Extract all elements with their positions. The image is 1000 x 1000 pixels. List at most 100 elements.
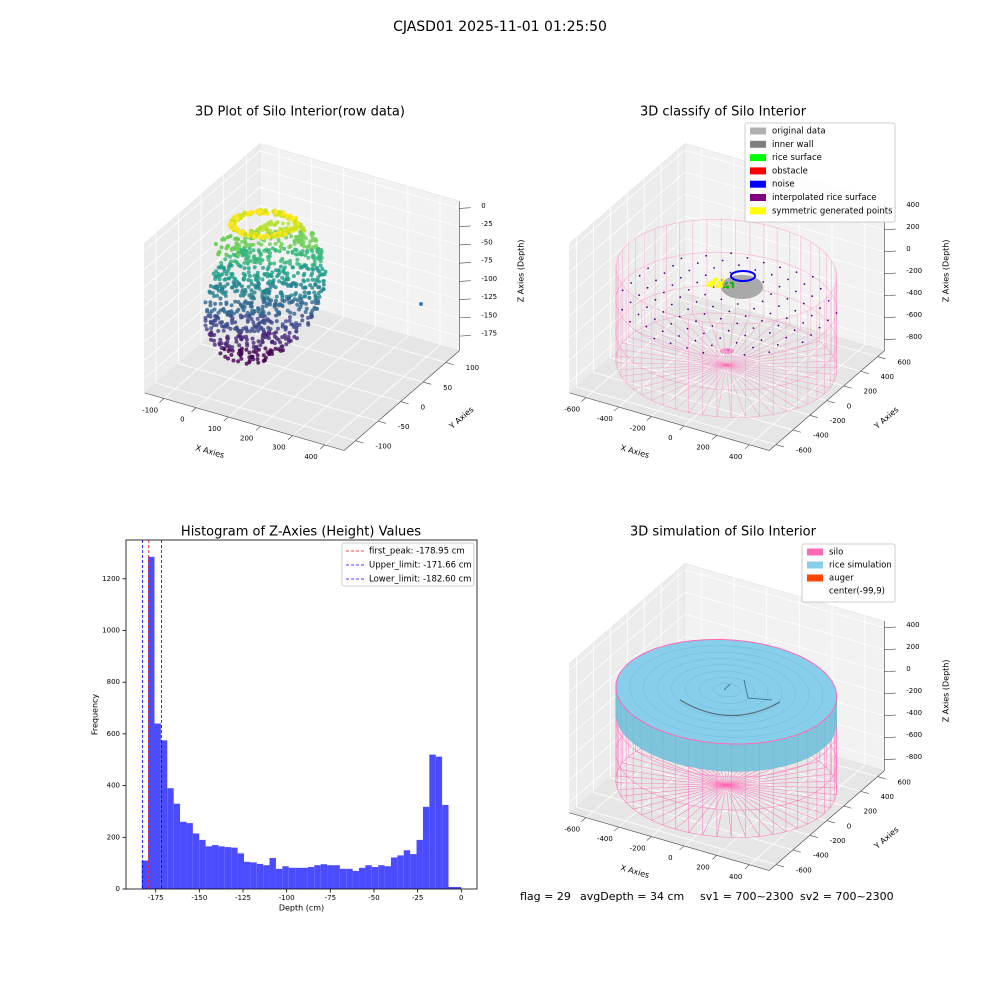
point [228, 254, 232, 259]
point [321, 287, 326, 292]
grid-line [593, 791, 793, 851]
point [269, 274, 274, 279]
point [278, 291, 283, 296]
symmetric-point [706, 284, 709, 287]
tick-mark [884, 736, 896, 739]
point [282, 265, 287, 270]
legend-swatch [807, 574, 823, 582]
point [219, 245, 224, 250]
point [299, 296, 304, 301]
point [247, 293, 252, 298]
point [239, 356, 244, 361]
tick-mark [712, 435, 718, 440]
point [223, 354, 228, 359]
surface-point [653, 337, 656, 340]
silo-floor-line [633, 364, 727, 390]
tick-mark [843, 385, 852, 389]
point [234, 241, 239, 246]
point [244, 337, 249, 342]
point [242, 260, 247, 265]
surface-point [687, 308, 689, 311]
x-tick-label: 200 [696, 863, 709, 871]
point [267, 248, 272, 252]
point [211, 285, 216, 290]
symmetric-point [712, 278, 716, 282]
symmetric-point [715, 277, 719, 281]
point [316, 285, 321, 290]
rice-side [745, 742, 760, 772]
silo-floor-line [622, 342, 727, 366]
point [315, 249, 320, 254]
bar [231, 847, 238, 889]
rice-side [716, 743, 732, 772]
tick-mark [581, 397, 587, 402]
grid-line [292, 335, 409, 436]
point [290, 265, 295, 270]
point [270, 270, 275, 275]
silo-floor-line [726, 364, 787, 413]
z-axis-label: Z Axies (Depth) [517, 240, 526, 303]
figure-title: CJASD01 2025-11-01 01:25:50 [393, 19, 607, 35]
point [246, 266, 251, 271]
z-tick-label: 200 [906, 223, 919, 231]
grid-line [684, 613, 885, 673]
silo-ring [615, 252, 838, 358]
surface-point [705, 254, 708, 257]
y-tick-label: -100 [375, 442, 391, 450]
silo-floor-line [675, 364, 727, 410]
point [245, 257, 250, 261]
point [277, 249, 282, 254]
y-tick-label: 50 [443, 384, 452, 392]
bar [141, 860, 149, 889]
tick-mark [884, 250, 896, 253]
point [310, 285, 315, 290]
surface-point [702, 351, 705, 354]
rice-point [727, 286, 730, 289]
point [261, 353, 266, 358]
legend-swatch [750, 140, 766, 148]
point [314, 243, 319, 248]
grid-line [144, 241, 261, 343]
point [247, 350, 252, 355]
rice-side [688, 738, 703, 770]
point [285, 274, 290, 279]
bar [454, 886, 462, 889]
axis-line [768, 350, 885, 451]
point [205, 309, 210, 314]
point [273, 222, 277, 227]
point [302, 294, 307, 299]
z-axis-label: Z Axies (Depth) [942, 660, 951, 723]
silo-floor-line [726, 341, 820, 366]
point [281, 281, 286, 286]
silo-floor-line [726, 784, 818, 820]
point [304, 306, 309, 311]
rice-side [773, 738, 787, 769]
point [294, 235, 298, 239]
axis-line [144, 392, 345, 451]
point [260, 228, 265, 232]
auger [723, 679, 773, 701]
point [273, 298, 278, 303]
silo-floor-line [679, 315, 727, 366]
surface-point [655, 279, 657, 282]
grid-line [144, 168, 261, 270]
surface-point [621, 289, 624, 292]
rice-mesh [643, 651, 810, 731]
point [208, 303, 213, 308]
grid-line [569, 171, 686, 273]
point [256, 281, 261, 286]
rice-dip [679, 699, 781, 717]
point [257, 249, 262, 254]
point [272, 341, 277, 346]
point [306, 255, 311, 260]
point [213, 301, 217, 306]
y-tick-label: 600 [898, 778, 911, 786]
tick-mark [775, 864, 784, 868]
tick-mark [613, 826, 619, 832]
grid-line [144, 150, 261, 251]
point [248, 250, 253, 255]
grid-line [144, 259, 261, 361]
point [249, 278, 253, 283]
surface-point [703, 313, 706, 315]
point [209, 337, 213, 342]
